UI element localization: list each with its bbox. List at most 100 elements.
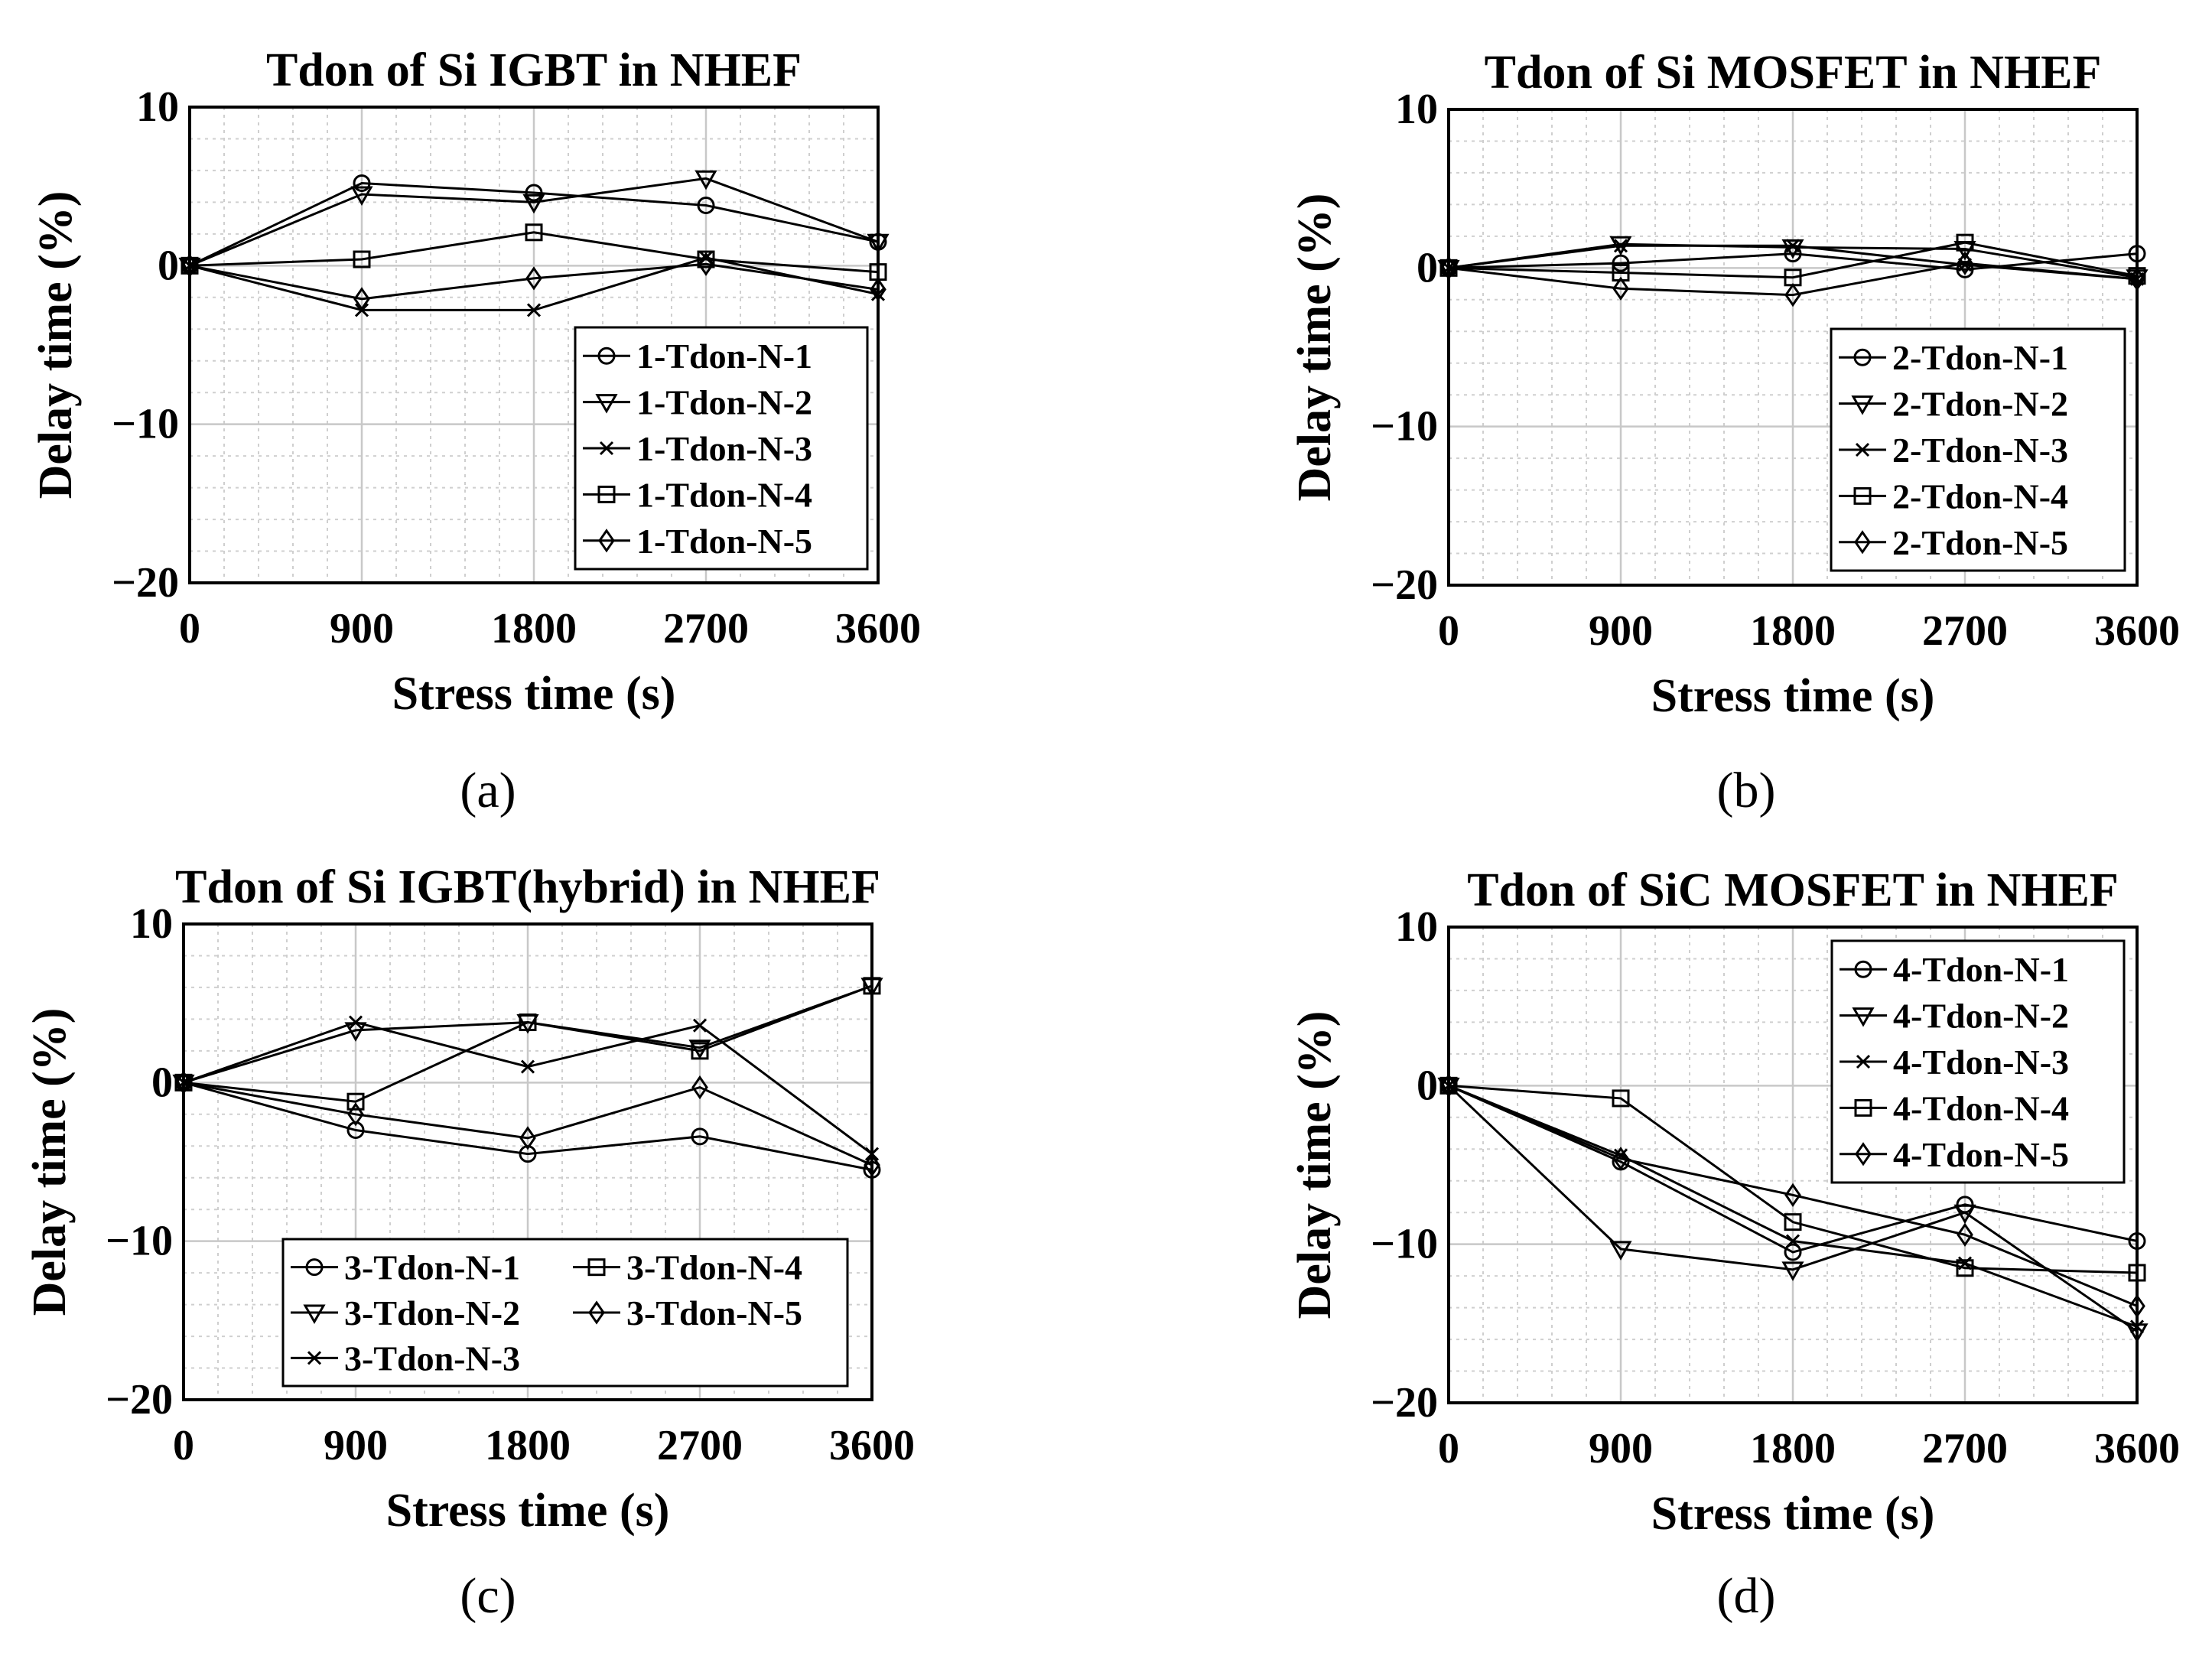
series-line [183,1081,873,1171]
legend-item: 1-Tdon-N-1 [583,337,812,376]
plot-series [178,170,890,317]
legend-item: 4-Tdon-N-1 [1840,950,2069,989]
legend-label: 1-Tdon-N-3 [636,429,812,468]
legend: 4-Tdon-N-1 4-Tdon-N-2 4-Tdon-N-3 4-Tdon-N-4… [1830,939,2126,1184]
y-tick-label: −10 [106,1218,173,1265]
x-tick-label: 900 [330,605,394,652]
legend-item: 3-Tdon-N-2 [291,1293,520,1332]
panel-caption: (d) [1717,1568,1776,1624]
panel-d: Tdon of SiC MOSFET in NHEF 0 900 1800 2700 3… [1289,864,2180,1624]
legend-label: 2-Tdon-N-1 [1892,338,2068,377]
plot-frame [188,106,880,584]
legend-item: 4-Tdon-N-2 [1840,997,2069,1036]
data-point [348,1015,363,1030]
legend-marker [1853,348,1872,366]
data-point [691,1127,709,1146]
chart-title: Tdon of Si IGBT in NHEF [266,44,802,96]
y-axis-label: Delay time (%) [1289,194,1341,502]
legend-marker [303,1304,326,1325]
legend-label: 4-Tdon-N-5 [1893,1135,2069,1174]
data-point [691,1042,709,1060]
legend: 2-Tdon-N-1 2-Tdon-N-2 2-Tdon-N-3 2-Tdon-N-4… [1830,327,2126,572]
y-tick-label: 10 [1395,903,1438,951]
panel-a: Tdon of Si IGBT in NHEF 0 900 1800 2700 3600… [30,44,921,818]
y-tick-label: 0 [158,242,179,289]
chart-title: Tdon of Si IGBT(hybrid) in NHEF [175,861,880,913]
legend-item: 1-Tdon-N-2 [583,383,812,422]
y-tick-labels: 10 0 −10 −20 [1371,903,1438,1427]
legend-marker [1851,395,1874,415]
x-axis-label: Stress time (s) [392,668,676,720]
grid [1449,109,2137,585]
x-tick-label: 1800 [1750,607,1836,655]
x-tick-label: 2700 [657,1422,743,1469]
series-line [1448,252,2138,271]
x-tick-labels: 0 900 1800 2700 3600 [1438,607,2180,655]
data-point [691,1075,708,1100]
data-point [525,184,543,202]
plot-frame [182,922,873,1401]
legend-label: 3-Tdon-N-4 [626,1248,802,1287]
data-point [1956,233,1974,252]
legend-item: 1-Tdon-N-5 [583,522,812,561]
y-tick-label: 10 [130,900,173,948]
y-tick-label: 0 [1417,1062,1438,1109]
legend-marker [587,1258,606,1277]
legend-marker [1852,1007,1875,1027]
plot-frame [1447,108,2139,587]
legend-item: 1-Tdon-N-3 [583,429,812,468]
y-tick-labels: 10 0 −10 −20 [106,900,173,1423]
legend-label: 3-Tdon-N-5 [626,1293,802,1332]
series-line [183,1081,873,1166]
data-point [692,1018,708,1033]
plot-series [1437,233,2149,307]
y-tick-label: 10 [136,83,179,131]
data-point [1612,276,1629,301]
series-line [1447,1085,2138,1332]
x-axis-label: Stress time (s) [1651,1488,1935,1540]
legend-marker [1855,442,1870,457]
x-tick-label: 2700 [663,605,749,652]
x-tick-label: 0 [179,605,200,652]
chart-title: Tdon of Si MOSFET in NHEF [1485,47,2102,99]
legend-label: 1-Tdon-N-5 [636,522,812,561]
legend-item: 3-Tdon-N-5 [573,1293,802,1332]
series-line [183,984,873,1103]
legend: 1-Tdon-N-1 1-Tdon-N-2 1-Tdon-N-3 1-Tdon-N-4… [574,326,869,571]
legend-item: 2-Tdon-N-1 [1839,338,2068,377]
legend-item: 4-Tdon-N-5 [1840,1135,2069,1174]
series-line [189,182,879,267]
series-line [1448,1084,2138,1307]
data-point [526,303,542,317]
x-tick-label: 0 [1438,1425,1459,1472]
legend-marker [588,1300,605,1325]
data-point [1613,239,1628,253]
legend-label: 2-Tdon-N-5 [1892,523,2068,562]
legend-item: 4-Tdon-N-4 [1840,1088,2069,1127]
legend-item: 2-Tdon-N-5 [1839,523,2068,562]
legend-box [1830,327,2126,572]
legend-marker [1854,1098,1872,1117]
x-tick-label: 900 [1589,1425,1653,1472]
y-tick-label: −10 [112,401,179,448]
y-tick-label: 10 [1395,86,1438,133]
legend-marker [1854,530,1871,555]
legend-item: 1-Tdon-N-4 [583,475,812,514]
x-tick-label: 900 [1589,607,1653,655]
legend-item: 2-Tdon-N-3 [1839,431,2068,470]
data-point [1957,1222,1973,1247]
y-tick-label: −10 [1371,1221,1438,1268]
legend-item: 3-Tdon-N-3 [291,1339,520,1378]
legend-marker [595,394,618,414]
legend-item: 2-Tdon-N-4 [1839,477,2068,516]
series-line [1448,241,2138,279]
x-axis-label: Stress time (s) [1651,670,1935,722]
legend-item: 3-Tdon-N-4 [573,1248,802,1287]
legend-marker [599,441,614,456]
legend-label: 2-Tdon-N-3 [1892,431,2068,470]
x-tick-label: 900 [324,1422,388,1469]
legend-label: 4-Tdon-N-1 [1893,950,2069,989]
legend-label: 3-Tdon-N-1 [344,1248,520,1287]
data-point [347,1102,364,1127]
